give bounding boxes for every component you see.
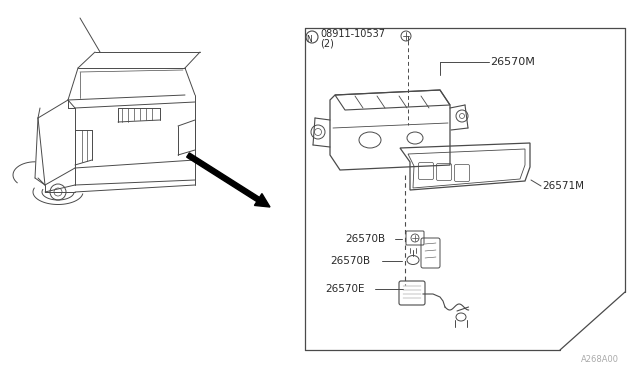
- Text: A268A00: A268A00: [581, 356, 619, 365]
- Text: 26570E: 26570E: [325, 284, 365, 294]
- Text: N: N: [306, 35, 312, 45]
- Text: 26570B: 26570B: [345, 234, 385, 244]
- Text: (2): (2): [320, 38, 334, 48]
- Text: 26570M: 26570M: [490, 57, 535, 67]
- FancyArrow shape: [187, 153, 270, 207]
- Text: 26570B: 26570B: [330, 256, 370, 266]
- Text: 26571M: 26571M: [542, 181, 584, 191]
- Text: 08911-10537: 08911-10537: [320, 29, 385, 39]
